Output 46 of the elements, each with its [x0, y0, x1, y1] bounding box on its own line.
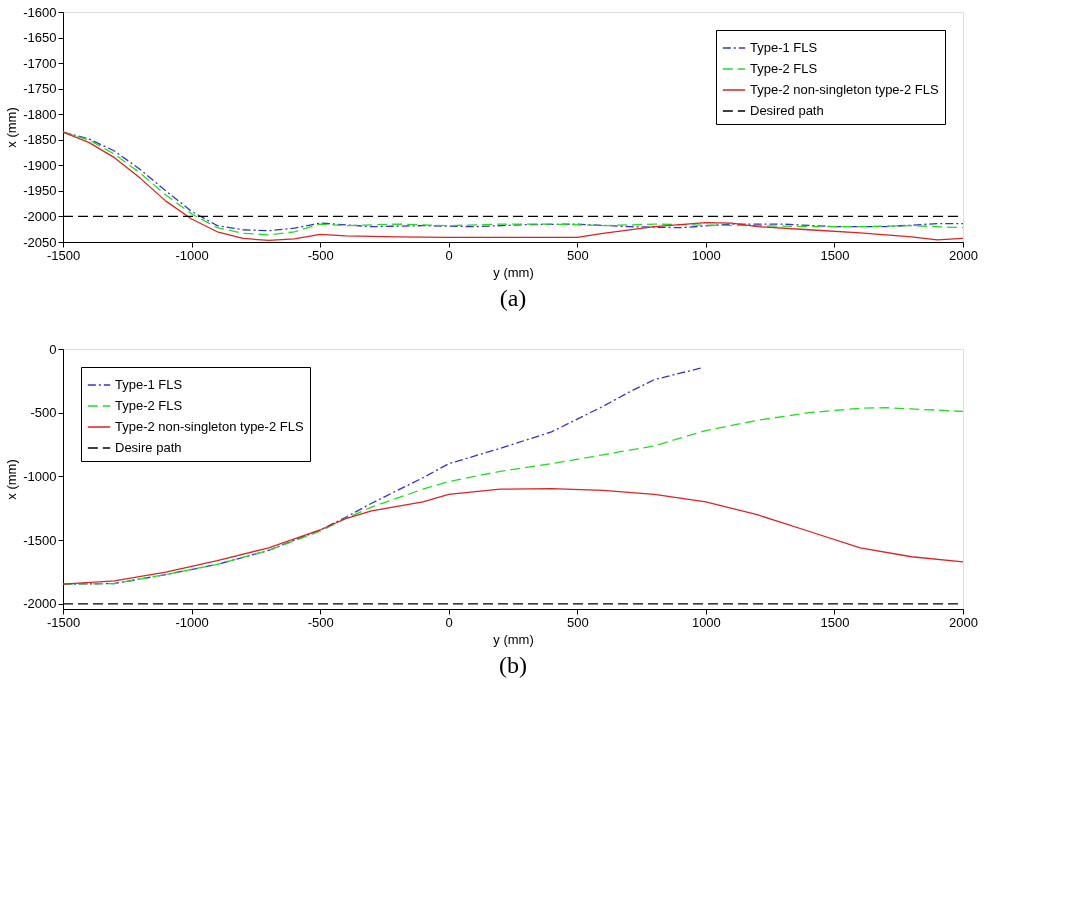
y-axis-title: x (mm) — [4, 107, 20, 148]
y-tick-label: -1600 — [23, 4, 57, 20]
x-tick-label: -1500 — [46, 614, 81, 630]
legend-label: Desire path — [115, 440, 182, 455]
x-tick-label: 500 — [566, 247, 589, 263]
y-tick-label: -1800 — [23, 106, 57, 122]
x-tick-label: 0 — [445, 614, 453, 630]
legend-label: Desired path — [750, 103, 824, 118]
x-tick-label: 1500 — [820, 614, 850, 630]
x-tick-label: 2000 — [949, 247, 978, 263]
y-tick-label: -500 — [30, 405, 57, 421]
y-tick-label: -1500 — [23, 532, 57, 548]
y-tick-label: 0 — [49, 341, 57, 357]
x-tick-label: 2000 — [949, 614, 978, 630]
y-axis-title: x (mm) — [4, 459, 20, 500]
y-tick-label: -1850 — [23, 132, 57, 148]
x-tick-label: -500 — [307, 614, 334, 630]
y-tick-label: -1700 — [23, 55, 57, 71]
x-tick-label: -500 — [307, 247, 334, 263]
x-tick-label: 1000 — [691, 247, 721, 263]
x-tick-label: 1500 — [820, 247, 850, 263]
x-axis-title: y (mm) — [493, 631, 534, 647]
x-tick-label: -1000 — [175, 614, 209, 630]
y-tick-label: -1000 — [23, 468, 57, 484]
x-tick-label: -1500 — [46, 247, 81, 263]
legend-label: Type-2 FLS — [750, 61, 818, 76]
y-tick-label: -1900 — [23, 157, 57, 173]
y-tick-label: -1950 — [23, 183, 57, 199]
legend-label: Type-2 FLS — [115, 398, 183, 413]
legend-label: Type-1 FLS — [115, 377, 183, 392]
x-axis-title: y (mm) — [493, 264, 534, 280]
y-tick-label: -2000 — [23, 596, 57, 612]
y-tick-label: -1650 — [23, 30, 57, 46]
x-tick-label: 0 — [445, 247, 453, 263]
text: (a) — [499, 285, 527, 311]
text: (b) — [499, 652, 527, 678]
legend-label: Type-1 FLS — [750, 40, 818, 55]
y-tick-label: -1750 — [23, 81, 57, 97]
y-tick-label: -2000 — [23, 208, 57, 224]
y-tick-label: -2050 — [23, 234, 57, 250]
legend-label: Type-2 non-singleton type-2 FLS — [115, 419, 304, 434]
x-tick-label: -1000 — [175, 247, 209, 263]
legend-label: Type-2 non-singleton type-2 FLS — [750, 82, 939, 97]
x-tick-label: 500 — [566, 614, 589, 630]
line-series — [62, 487, 964, 585]
x-tick-label: 1000 — [691, 614, 721, 630]
